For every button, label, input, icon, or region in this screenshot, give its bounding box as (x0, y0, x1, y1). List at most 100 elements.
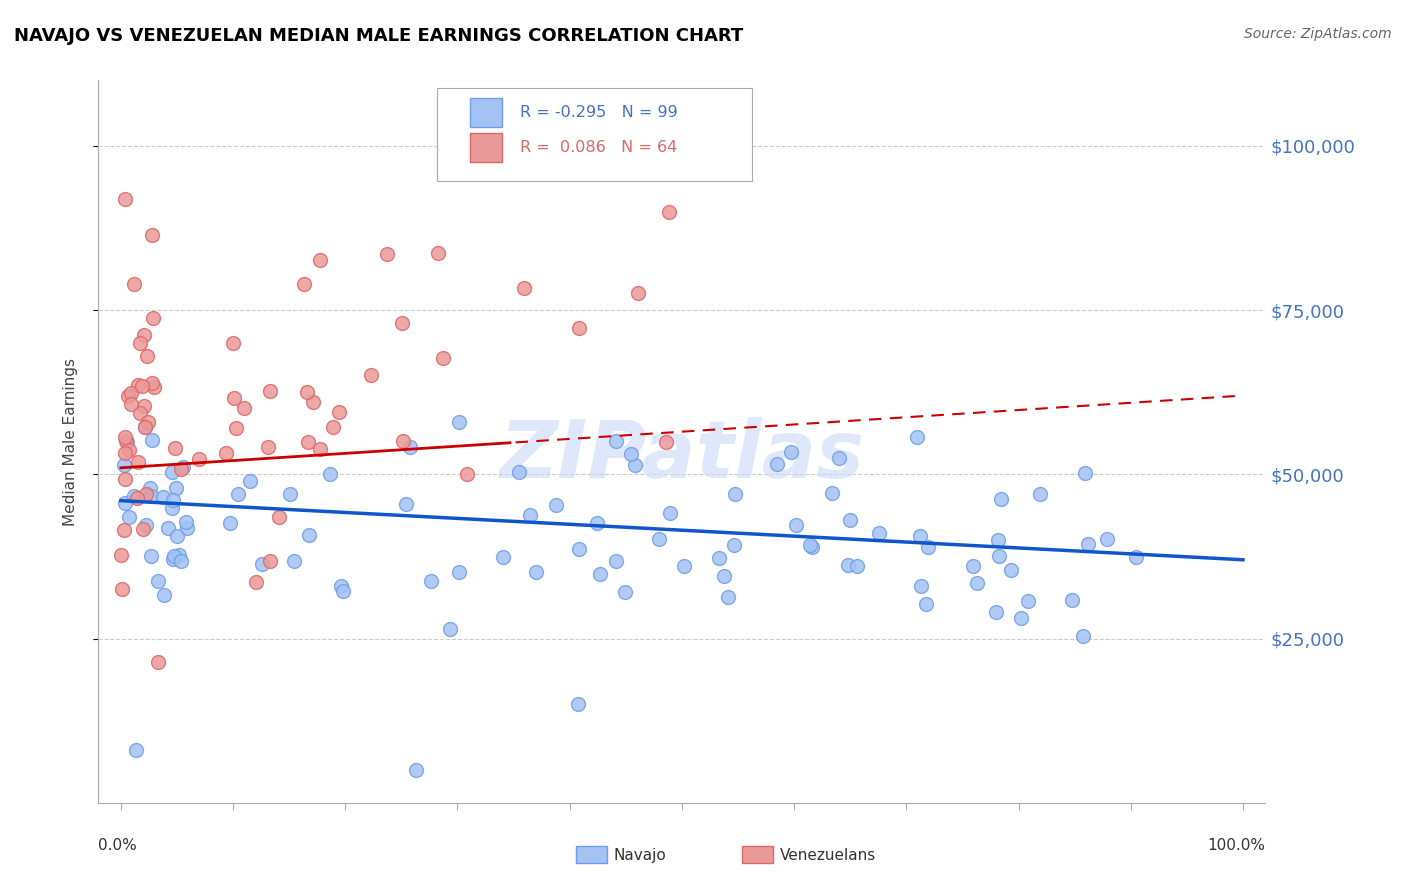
Text: ZIPatlas: ZIPatlas (499, 417, 865, 495)
Point (648, 532, 671, 546)
Point (624, 458, 647, 473)
Point (1000, 562, 1022, 576)
Point (257, 441, 280, 455)
FancyBboxPatch shape (437, 87, 752, 181)
Point (295, 384, 318, 399)
Point (655, 434, 678, 449)
Point (613, 585, 636, 599)
Point (176, 521, 198, 535)
Point (187, 451, 209, 466)
Point (659, 506, 682, 520)
Point (141, 433, 163, 447)
Point (215, 446, 238, 460)
Point (799, 538, 821, 552)
Point (568, 321, 591, 335)
Point (114, 446, 136, 460)
Point (141, 549, 163, 563)
Point (141, 376, 163, 390)
Point (391, 316, 413, 330)
Point (114, 473, 136, 487)
Point (360, 368, 382, 382)
Point (278, 487, 301, 501)
Point (456, 467, 478, 481)
Y-axis label: Median Male Earnings: Median Male Earnings (63, 358, 77, 525)
Point (120, 385, 142, 400)
Point (122, 277, 145, 291)
Point (915, 597, 938, 611)
Point (627, 285, 650, 300)
Point (153, 589, 176, 603)
Point (1125, 549, 1147, 564)
Point (375, 247, 398, 261)
Point (127, 377, 149, 392)
Point (986, 605, 1008, 619)
Point (868, 526, 890, 541)
Point (297, 434, 319, 449)
Point (439, 622, 461, 636)
Point (905, 430, 928, 444)
Point (910, 579, 932, 593)
Point (917, 541, 939, 555)
Point (172, 460, 194, 475)
Point (766, 457, 789, 471)
Point (1097, 532, 1119, 546)
Point (713, 569, 735, 583)
Point (114, 496, 136, 510)
Point (245, 575, 267, 590)
Point (432, 351, 454, 365)
Point (114, 430, 136, 444)
Point (115, 434, 138, 449)
Point (165, 441, 187, 455)
Point (987, 549, 1010, 563)
Text: R =  0.086   N = 64: R = 0.086 N = 64 (520, 140, 676, 155)
Point (224, 392, 246, 406)
Point (139, 481, 162, 495)
Point (908, 529, 931, 543)
Point (232, 401, 254, 415)
Point (419, 574, 441, 588)
Point (568, 541, 591, 556)
Point (162, 552, 184, 566)
Point (167, 548, 190, 562)
Point (114, 434, 136, 448)
Point (1060, 593, 1083, 607)
Point (546, 498, 568, 512)
Point (134, 420, 156, 434)
Point (391, 434, 413, 448)
Point (399, 440, 422, 454)
FancyBboxPatch shape (470, 97, 502, 127)
Point (427, 245, 450, 260)
Point (111, 582, 134, 596)
Point (405, 763, 427, 777)
Point (990, 491, 1012, 506)
Point (966, 576, 988, 591)
Point (163, 549, 186, 563)
Point (152, 490, 174, 504)
Point (673, 559, 696, 574)
Point (160, 501, 183, 516)
Point (846, 559, 869, 574)
Point (142, 380, 165, 394)
Point (118, 510, 141, 524)
Point (146, 655, 169, 669)
Point (112, 458, 135, 472)
Point (519, 508, 541, 522)
Point (309, 442, 332, 456)
Point (170, 554, 193, 568)
Point (117, 443, 139, 458)
Point (449, 416, 471, 430)
Point (658, 204, 681, 219)
Point (170, 461, 193, 475)
Point (1071, 629, 1094, 643)
Point (1074, 466, 1097, 480)
Point (828, 450, 851, 465)
Point (219, 516, 242, 530)
Point (166, 529, 188, 543)
Point (1077, 537, 1099, 551)
Point (283, 554, 305, 568)
Point (125, 743, 148, 757)
Point (332, 584, 354, 599)
Point (586, 516, 609, 530)
Point (962, 559, 984, 574)
Point (839, 512, 862, 526)
